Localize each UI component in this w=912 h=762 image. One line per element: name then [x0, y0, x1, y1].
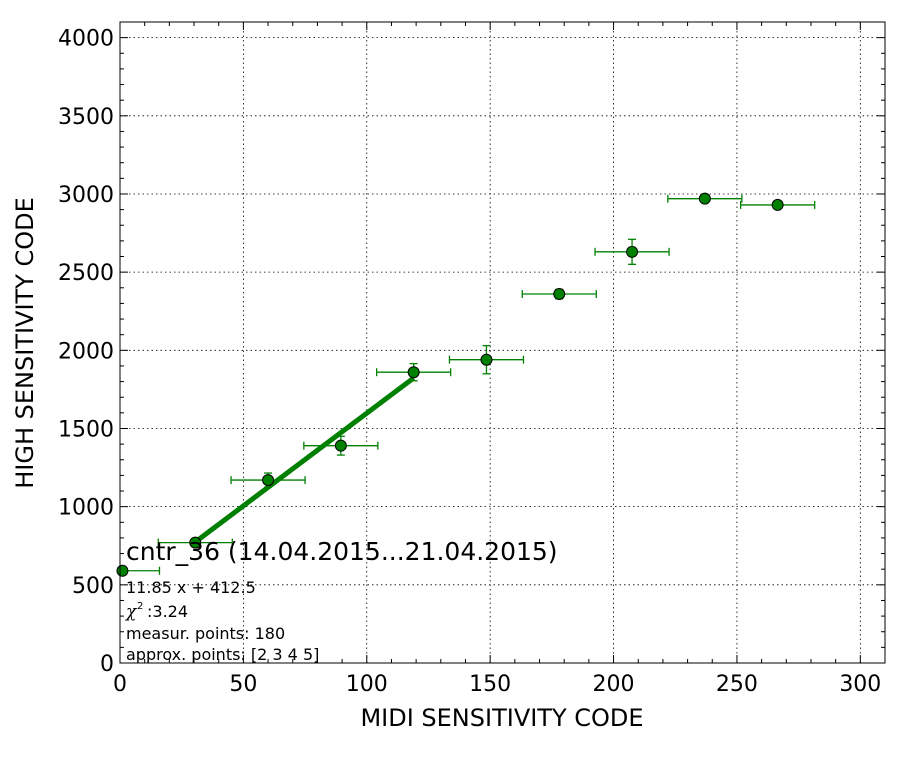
- x-tick-labels: 0 50 100 150 200 250 300: [113, 672, 881, 697]
- data-point: [334, 439, 347, 452]
- chi-superscript: 2: [137, 601, 143, 612]
- x-tick-label: 250: [716, 672, 758, 697]
- chi2-value: :3.24: [147, 602, 188, 621]
- y-tick-label: 3000: [58, 183, 114, 208]
- data-point: [262, 474, 275, 487]
- data-point: [626, 245, 639, 258]
- minor-ticks: [119, 22, 885, 664]
- data-point: [480, 353, 493, 366]
- x-tick-label: 0: [113, 672, 127, 697]
- approx-points: approx. points: [2 3 4 5]: [126, 645, 319, 664]
- data-point: [189, 536, 202, 549]
- y-tick-label: 2500: [58, 261, 114, 286]
- chi-symbol: χ: [125, 602, 138, 622]
- chart-title: cntr_36 (14.04.2015...21.04.2015): [126, 537, 558, 566]
- x-tick-label: 100: [346, 672, 388, 697]
- data-point: [698, 192, 711, 205]
- y-tick-label: 2000: [58, 339, 114, 364]
- data-point: [553, 288, 566, 301]
- y-tick-label: 1000: [58, 496, 114, 521]
- data-point: [116, 564, 129, 577]
- x-tick-label: 150: [469, 672, 511, 697]
- y-tick-label: 0: [100, 652, 114, 677]
- fit-equation: 11.85 x + 412.5: [126, 578, 256, 597]
- x-tick-label: 300: [839, 672, 881, 697]
- x-tick-label: 200: [593, 672, 635, 697]
- x-axis-label: MIDI SENSITIVITY CODE: [360, 704, 643, 732]
- y-tick-label: 1500: [58, 417, 114, 442]
- x-tick-label: 50: [229, 672, 257, 697]
- y-tick-label: 3500: [58, 105, 114, 130]
- chi2-annotation: χ 2 :3.24: [125, 601, 188, 622]
- measurement-points: measur. points: 180: [126, 624, 285, 643]
- y-tick-label: 4000: [58, 27, 114, 52]
- data-points: [116, 192, 784, 577]
- data-point: [771, 198, 784, 211]
- fit-line-group: [193, 375, 416, 544]
- grid: [119, 22, 885, 664]
- fit-line: [193, 375, 416, 544]
- y-axis-label: HIGH SENSITIVITY CODE: [11, 197, 39, 489]
- y-tick-label: 500: [72, 574, 114, 599]
- y-tick-labels: 0 500 1000 1500 2000 2500 3000 3500 4000: [58, 27, 114, 677]
- plot-frame: [119, 21, 886, 664]
- data-point: [407, 366, 420, 379]
